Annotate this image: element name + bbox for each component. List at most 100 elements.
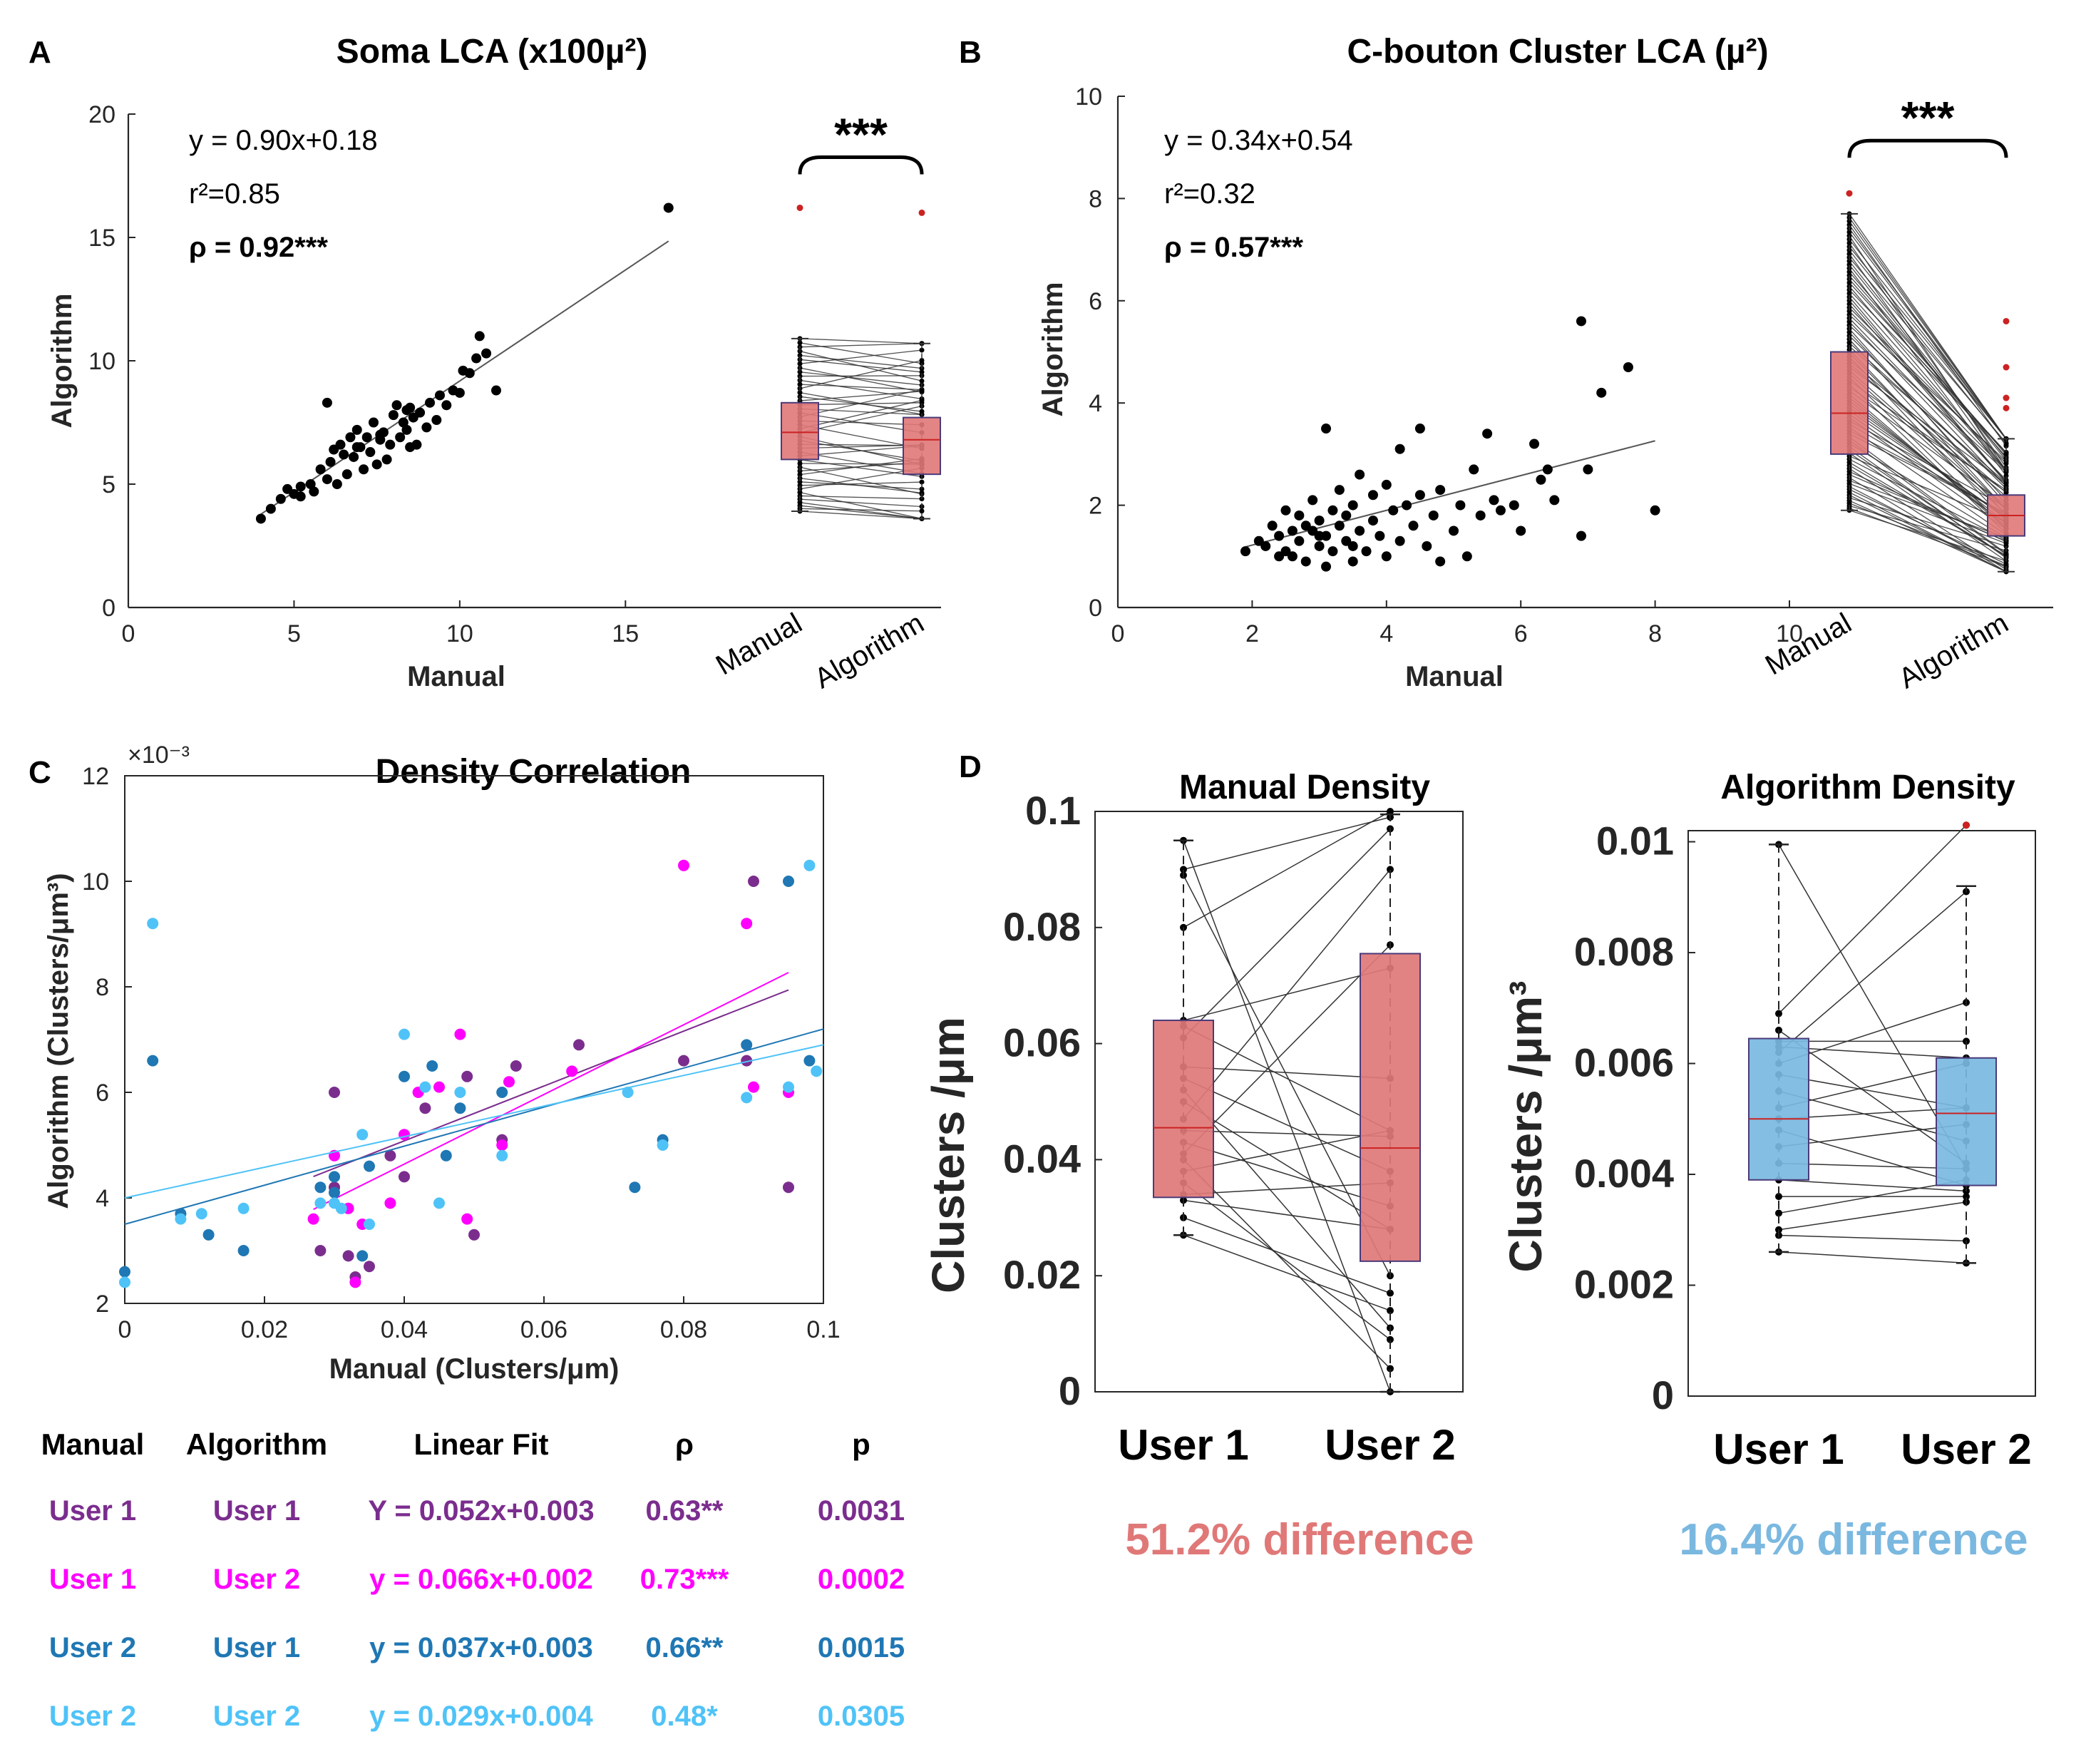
data-point: [1596, 387, 1607, 398]
paired-line: [1778, 1201, 1967, 1231]
data-point-user1_user1: [399, 1171, 410, 1183]
y-tick-label: 0.006: [1574, 1040, 1674, 1085]
data-point: [341, 469, 352, 480]
paired-dot: [797, 490, 803, 496]
outlier-point: [2003, 317, 2010, 324]
paired-line: [799, 451, 923, 474]
y-axis-label: Clusters /μm³: [1500, 980, 1551, 1272]
paired-line: [1849, 497, 2007, 547]
panel-d-algorithm-density: Algorithm Density 0 0.002 0.004 0.006 0.008 0.…: [1500, 769, 2036, 1564]
data-point: [375, 429, 386, 440]
data-point: [434, 390, 445, 401]
paired-line: [799, 443, 923, 446]
data-point: [345, 432, 356, 443]
data-point: [371, 459, 382, 470]
outlier-point: [2003, 364, 2010, 371]
significance-bracket: [1847, 138, 2008, 158]
paired-line: [1849, 468, 2007, 570]
paired-line: [799, 466, 923, 495]
x-axis-label: Manual: [407, 661, 505, 692]
data-point: [405, 402, 416, 413]
table-cell-fit: y = 0.066x+0.002: [369, 1564, 593, 1595]
paired-line: [799, 511, 923, 520]
fit-line-user1_user1: [313, 989, 789, 1178]
y-tick-label: 10: [1075, 83, 1102, 111]
table-cell-rho: 0.63**: [646, 1495, 724, 1527]
data-point: [1321, 424, 1332, 434]
y-tick-label: 0.1: [1025, 788, 1081, 833]
paired-line: [1849, 446, 2007, 559]
paired-line: [1849, 359, 2007, 493]
paired-line: [799, 412, 923, 434]
y-tick-label: 6: [96, 1080, 109, 1107]
paired-dot: [797, 381, 803, 387]
paired-dot: [1846, 340, 1852, 346]
paired-dot: [2003, 490, 2009, 496]
data-point: [1381, 479, 1392, 490]
y-tick-label: 15: [88, 225, 115, 252]
data-point: [1294, 510, 1305, 521]
data-point: [1623, 362, 1633, 373]
data-point-user2_user1: [496, 1087, 508, 1098]
paired-line: [1778, 1234, 1967, 1242]
data-point: [385, 439, 396, 450]
paired-dot: [1846, 319, 1852, 324]
data-point: [395, 432, 406, 443]
y-axis-label: Clusters /μm: [923, 1017, 974, 1293]
data-point: [1650, 505, 1660, 516]
data-point-user1_user1: [329, 1087, 340, 1098]
data-point: [1341, 510, 1352, 521]
plot-frame: [1687, 830, 2036, 1397]
data-point-user2_user1: [237, 1245, 250, 1256]
data-point: [441, 400, 452, 411]
data-point: [351, 442, 362, 453]
box-manual: [781, 401, 819, 461]
paired-line: [1849, 394, 2007, 529]
data-point-user2_user2: [119, 1276, 130, 1288]
data-point: [359, 464, 369, 475]
data-point: [1576, 530, 1586, 541]
paired-line: [1849, 242, 2007, 468]
data-point: [1381, 551, 1392, 562]
data-point: [369, 417, 379, 428]
box-user-1: [1153, 1020, 1214, 1199]
table-cell-rho: 0.73***: [640, 1564, 729, 1595]
table-cell-manual: User 2: [49, 1632, 136, 1663]
paired-line: [1849, 213, 2007, 439]
data-point-user2_user2: [356, 1129, 369, 1141]
data-point-user2_user2: [237, 1202, 250, 1214]
table-cell-algorithm: User 2: [213, 1701, 300, 1732]
table-cell-manual: User 2: [49, 1701, 136, 1732]
paired-line: [1849, 239, 2007, 440]
data-point-user1_user2: [461, 1213, 473, 1225]
paired-dot: [797, 472, 803, 478]
data-point-user1_user1: [510, 1060, 522, 1072]
box-user-2: [1936, 1057, 1997, 1186]
data-point-user2_user1: [329, 1171, 340, 1183]
paired-line: [799, 354, 923, 369]
data-point-user2_user1: [329, 1186, 340, 1199]
paired-dot: [1846, 290, 1852, 296]
data-point-user1_user1: [783, 1181, 794, 1194]
paired-dot: [919, 378, 925, 384]
paired-dot: [1180, 866, 1187, 873]
significance-stars: ***: [834, 108, 888, 160]
paired-line: [1778, 891, 1967, 1053]
panel-a-scatter: Soma LCA (x100µ²) 0 5 10 15 0 5 10 15 20 Manual Alg…: [46, 33, 741, 692]
data-point: [1435, 485, 1446, 496]
y-tick-label: 0: [1059, 1368, 1081, 1413]
y-tick-label: 0.04: [1003, 1136, 1081, 1181]
table-cell-manual: User 1: [49, 1495, 136, 1527]
paired-line: [1849, 267, 2007, 476]
data-point-user1_user1: [741, 1055, 753, 1067]
box-user-2: [1360, 953, 1421, 1262]
data-point-user1_user2: [454, 1028, 466, 1040]
y-axis-label: Algorithm: [1037, 282, 1069, 417]
data-point: [295, 481, 306, 492]
fit-line: [260, 240, 669, 516]
data-point: [1280, 505, 1291, 516]
data-point-user1_user1: [314, 1245, 327, 1256]
fit-equation: y = 0.90x+0.18: [189, 125, 378, 156]
data-point: [1428, 510, 1439, 521]
